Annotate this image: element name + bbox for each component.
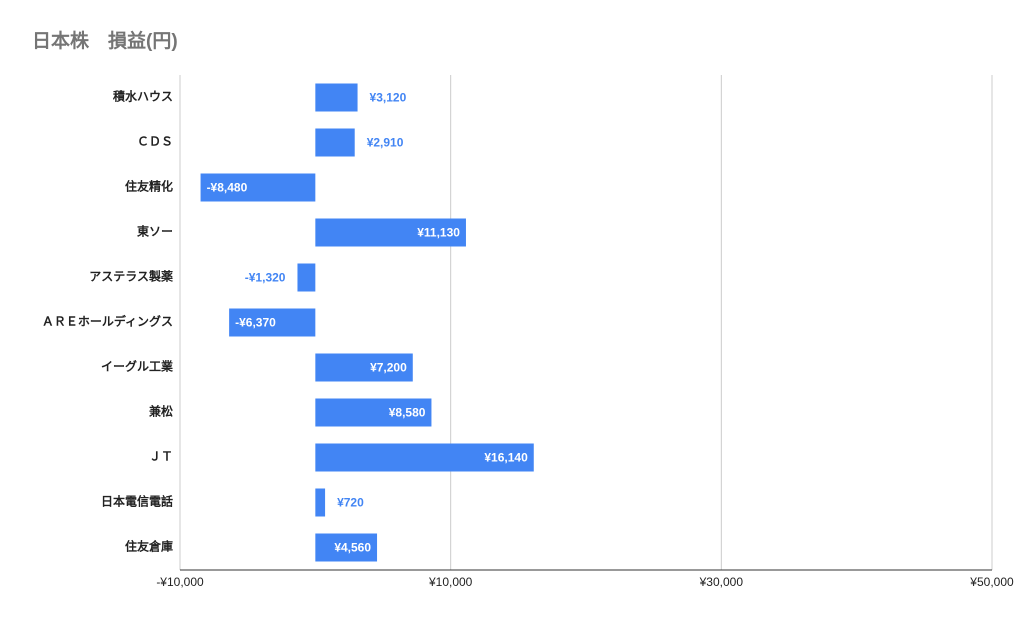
value-label: ¥4,560 (334, 541, 371, 555)
value-label: ¥8,580 (389, 406, 426, 420)
y-tick-label: 日本電信電話 (101, 494, 173, 509)
x-tick-label: -¥10,000 (156, 575, 204, 589)
y-tick-label: アステラス製薬 (89, 269, 173, 284)
x-tick-label: ¥50,000 (969, 575, 1014, 589)
bar (315, 83, 358, 112)
value-label: -¥1,320 (245, 271, 286, 285)
value-label: ¥720 (337, 496, 364, 510)
value-label: -¥8,480 (207, 181, 248, 195)
value-label: ¥2,910 (367, 136, 404, 150)
value-label: ¥16,140 (484, 451, 528, 465)
y-tick-label: ＡＲＥホールディングス (42, 314, 173, 329)
bar (315, 488, 326, 517)
bar (315, 218, 466, 247)
x-tick-label: ¥30,000 (699, 575, 744, 589)
bar (229, 308, 316, 337)
bar (297, 263, 316, 292)
y-tick-label: 住友精化 (125, 179, 173, 194)
value-label: -¥6,370 (235, 316, 276, 330)
y-tick-label: ＪＴ (149, 450, 173, 464)
bar (315, 128, 355, 157)
y-tick-label: ＣＤＳ (137, 135, 173, 149)
bar (315, 353, 413, 382)
y-tick-label: 東ソー (137, 224, 173, 239)
bar (200, 173, 316, 202)
value-label: ¥7,200 (370, 361, 407, 375)
y-tick-label: 兼松 (148, 404, 173, 419)
bar (315, 398, 432, 427)
value-label: ¥3,120 (370, 91, 407, 105)
y-tick-label: 住友倉庫 (125, 539, 173, 554)
value-label: ¥11,130 (417, 226, 460, 240)
chart-title: 日本株 損益(円) (32, 29, 178, 52)
x-tick-label: ¥10,000 (428, 575, 473, 589)
bar (315, 533, 378, 562)
y-tick-label: イーグル工業 (101, 359, 174, 374)
y-tick-label: 積水ハウス (112, 89, 173, 104)
bar (315, 443, 534, 472)
